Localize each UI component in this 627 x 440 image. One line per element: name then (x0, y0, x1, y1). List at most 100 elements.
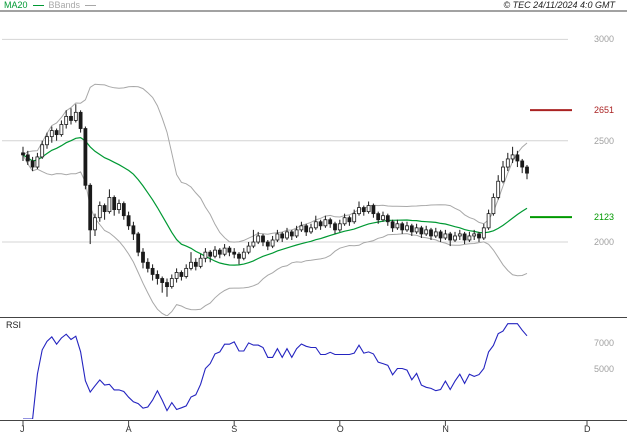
rsi-panel-label: RSI (6, 320, 22, 330)
candle-body (429, 229, 433, 237)
candle-body (64, 115, 69, 125)
candle-body (40, 144, 45, 158)
x-axis-label: D (584, 424, 591, 434)
candle-body (265, 241, 270, 247)
x-axis-label: N (442, 424, 449, 434)
candle-body (395, 223, 400, 229)
candle-body (83, 128, 88, 186)
candle-body (520, 160, 525, 168)
rsi-axis-label: 7000 (593, 338, 614, 349)
candle-body (409, 225, 414, 233)
candle-body (121, 203, 126, 217)
candle-body (21, 152, 25, 156)
candle-body (318, 221, 323, 227)
candle-body (515, 154, 520, 162)
candle-body (309, 227, 313, 233)
candle-body (30, 160, 35, 168)
candle-body (357, 207, 361, 215)
candle-body (299, 225, 304, 231)
candle-body (390, 221, 395, 229)
candle-body (49, 130, 54, 138)
candle-body (433, 231, 438, 237)
candle-body (496, 180, 501, 198)
candle-body (217, 249, 222, 255)
candle-body (361, 207, 366, 213)
candle-body (78, 111, 83, 129)
rsi-line (23, 323, 528, 419)
candle-body (222, 247, 227, 255)
candle-body (323, 219, 328, 227)
candle-body (472, 233, 477, 237)
candle-body (117, 203, 121, 211)
candle-body (289, 231, 294, 237)
candle-body (208, 251, 213, 257)
candle-body (352, 213, 357, 223)
legend-bbands-label: BBands (48, 0, 81, 10)
x-axis-label: O (336, 424, 344, 434)
bollinger-lower-line (22, 154, 528, 316)
candle-body (438, 231, 443, 239)
rsi-axis-label: 5000 (593, 363, 614, 374)
candle-body (35, 156, 40, 168)
candle-body (25, 154, 30, 162)
candle-body (184, 267, 189, 277)
y-axis-label: 2500 (593, 135, 614, 146)
candle-body (88, 184, 93, 231)
candle-body (400, 223, 405, 231)
candle-body (467, 235, 472, 241)
candle-body (275, 233, 280, 241)
candle-body (112, 197, 117, 211)
candle-body (328, 219, 333, 225)
candle-body (443, 233, 448, 239)
candle-body (491, 197, 496, 215)
legend-ma20-label: MA20 (4, 0, 28, 10)
candle-body (405, 225, 409, 231)
candle-body (270, 239, 275, 247)
candle-body (165, 282, 169, 288)
candle-body (145, 261, 150, 269)
candle-body (54, 130, 59, 136)
legend-bbands-swatch-icon (85, 4, 97, 6)
candle-body (189, 261, 193, 269)
candle-body (241, 251, 246, 259)
candle-body (347, 217, 352, 223)
candle-body (337, 223, 342, 231)
candle-body (198, 257, 203, 267)
candle-body (193, 261, 198, 267)
candle-body (232, 251, 237, 255)
candle-body (481, 227, 486, 239)
copyright-text: © TEC 24/11/2024 4:0 GMT (503, 0, 615, 10)
candle-body (294, 229, 299, 237)
candle-body (174, 272, 179, 279)
candle-body (256, 235, 261, 243)
legend-ma20-swatch-icon (32, 4, 44, 6)
candle-body (126, 215, 131, 227)
level-price-label: 2123 (593, 212, 614, 223)
candle-body (246, 245, 251, 253)
candle-body (136, 233, 141, 253)
candle-body (505, 158, 510, 168)
y-axis-label: 2000 (593, 237, 614, 248)
candle-body (371, 205, 376, 215)
candle-body (501, 166, 505, 182)
bollinger-upper-line (22, 83, 528, 243)
candle-body (227, 247, 232, 253)
candle-body (477, 233, 481, 239)
candle-body (213, 249, 217, 257)
candle-body (155, 274, 160, 279)
ma20-line (22, 136, 528, 266)
candle-body (203, 251, 208, 259)
candle-body (304, 225, 309, 233)
candle-body (333, 223, 337, 231)
y-axis-label: 3000 (593, 34, 614, 45)
x-axis-label: A (125, 424, 132, 434)
candle-body (424, 229, 429, 235)
candle-body (102, 205, 107, 213)
candle-body (342, 217, 347, 225)
candle-body (419, 227, 424, 235)
legend: MA20 BBands (4, 0, 97, 10)
candle-body (73, 111, 78, 121)
candle-body (93, 217, 97, 231)
